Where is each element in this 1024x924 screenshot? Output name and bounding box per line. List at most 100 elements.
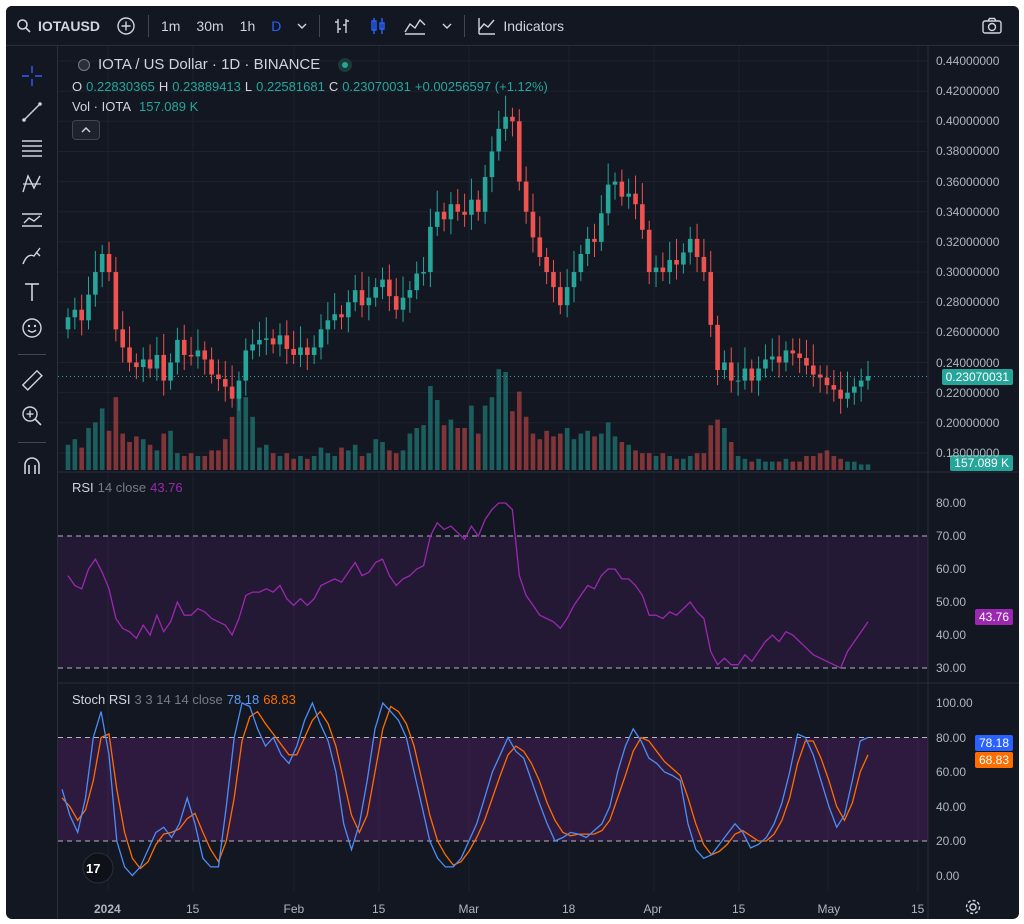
forecast-icon: [22, 213, 42, 227]
stoch-k-value: 78.18: [226, 692, 260, 707]
candle-body: [694, 238, 700, 257]
candles-chart-type-button[interactable]: [360, 6, 396, 46]
chart-canvas[interactable]: 17: [6, 6, 1019, 919]
chart-settings-button[interactable]: [964, 898, 982, 919]
rsi-value: 43.76: [150, 480, 183, 495]
volume-bar: [305, 458, 310, 470]
smiley-icon: [22, 318, 42, 338]
candle-body: [776, 356, 782, 363]
trend-line-tool[interactable]: [16, 96, 48, 128]
candle-body: [209, 359, 214, 375]
candle-body: [646, 229, 652, 273]
candle-body: [257, 339, 262, 345]
text-icon: [25, 283, 39, 301]
candle-body: [168, 362, 173, 381]
candle-body: [817, 374, 823, 378]
candle-body: [612, 181, 618, 185]
volume-bar: [722, 428, 727, 470]
area-chart-type-button[interactable]: [396, 6, 434, 46]
indicators-icon: [478, 17, 496, 35]
text-tool[interactable]: [16, 276, 48, 308]
snapshot-button[interactable]: [973, 6, 1011, 46]
volume-bar: [359, 456, 365, 470]
candle-body: [298, 347, 303, 355]
candle-body: [708, 272, 714, 325]
magnet-tool[interactable]: [16, 450, 48, 482]
volume-bar: [804, 456, 809, 470]
candle-body: [120, 329, 126, 348]
candle-body: [681, 252, 686, 265]
interval-1h-button[interactable]: 1h: [239, 17, 256, 34]
candle-body: [346, 302, 351, 318]
volume-bar: [749, 461, 755, 470]
volume-bar: [407, 433, 413, 470]
chart-type-dropdown-button[interactable]: [434, 6, 460, 46]
volume-bar: [284, 453, 290, 470]
candle-body: [516, 121, 522, 182]
volume-bar: [462, 428, 467, 470]
candle-body: [339, 314, 344, 318]
candle-body: [387, 279, 392, 297]
candle-body: [852, 386, 857, 393]
price-tick-label: 0.36000000: [936, 174, 1000, 189]
volume-bar: [530, 433, 536, 470]
forecast-tool[interactable]: [16, 204, 48, 236]
volume-bar: [694, 453, 700, 470]
candle-body: [722, 362, 727, 371]
emoji-tool[interactable]: [16, 312, 48, 344]
drawing-toolbar: [6, 46, 58, 919]
volume-bar: [824, 450, 830, 470]
interval-d-button[interactable]: D: [271, 17, 282, 34]
candle-body: [305, 347, 310, 355]
crosshair-tool[interactable]: [16, 60, 48, 92]
horizontal-lines-tool[interactable]: [16, 132, 48, 164]
volume-bar: [551, 436, 556, 470]
volume-bar: [653, 456, 659, 470]
toolbar-divider: [319, 14, 321, 37]
volume-tag: 157.089 K: [950, 455, 1013, 471]
volume-bar: [626, 444, 631, 470]
symbol-search-button[interactable]: IOTAUSD: [6, 6, 108, 46]
symbol-logo-icon: [78, 58, 90, 71]
candle-body: [674, 259, 679, 265]
volume-bar: [72, 439, 78, 470]
candle-body: [728, 362, 734, 381]
stoch-tick-label: 80.00: [936, 730, 967, 745]
zoom-tool[interactable]: [16, 400, 48, 432]
candle-body: [523, 181, 529, 212]
camera-icon: [982, 17, 1002, 34]
volume-bar: [742, 458, 748, 470]
candle-body: [756, 368, 761, 381]
volume-bar: [168, 430, 173, 470]
brush-tool[interactable]: [16, 240, 48, 272]
compare-symbol-button[interactable]: [108, 6, 144, 46]
indicators-button[interactable]: Indicators: [469, 6, 572, 46]
magnet-icon: [24, 457, 40, 474]
price-tick-label: 0.34000000: [936, 204, 1000, 219]
measure-tool[interactable]: [16, 364, 48, 396]
candle-body: [633, 193, 638, 205]
bar-chart-type-button[interactable]: [324, 6, 360, 46]
candle-body: [558, 287, 563, 306]
interval-dropdown-button[interactable]: [289, 6, 315, 46]
volume-bar: [311, 456, 317, 470]
candle-body: [701, 256, 707, 273]
interval-1m-button[interactable]: 1m: [160, 17, 181, 34]
candle-body: [373, 287, 378, 298]
collapse-legend-button[interactable]: [72, 120, 100, 140]
pattern-tool[interactable]: [16, 168, 48, 200]
stoch-tick-label: 100.00: [936, 696, 973, 710]
rsi-tick-label: 60.00: [936, 562, 967, 576]
volume-bar: [448, 419, 454, 470]
chevron-up-icon: [81, 127, 91, 133]
candle-body: [441, 211, 447, 220]
candle-body: [400, 297, 406, 310]
candle-body: [763, 359, 768, 369]
interval-30m-button[interactable]: 30m: [196, 17, 224, 34]
candle-body: [592, 238, 597, 242]
volume-bar: [441, 425, 447, 470]
candle-body: [660, 267, 666, 273]
volume-bar: [578, 433, 584, 470]
candle-body: [769, 356, 775, 360]
volume-bar: [250, 416, 255, 470]
